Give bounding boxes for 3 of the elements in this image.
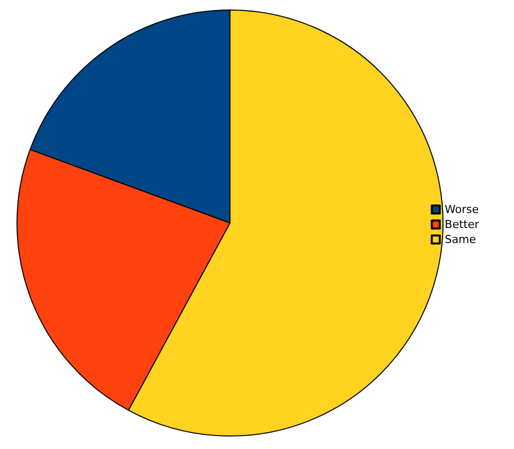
legend-label: Better	[444, 218, 480, 231]
legend-label: Same	[444, 233, 476, 246]
legend-label: Worse	[444, 203, 479, 216]
